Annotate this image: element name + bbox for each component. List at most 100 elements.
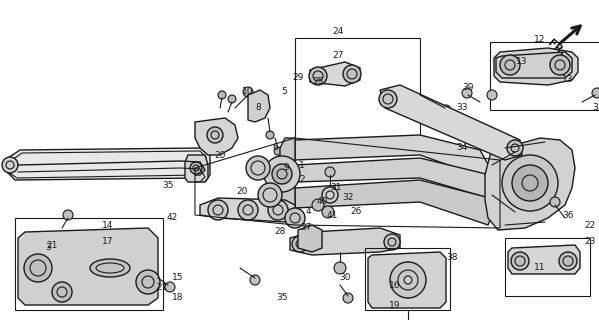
- Circle shape: [343, 65, 361, 83]
- Circle shape: [343, 293, 353, 303]
- Text: 21: 21: [46, 241, 58, 250]
- Ellipse shape: [90, 259, 130, 277]
- Text: 33: 33: [592, 103, 599, 113]
- Text: 35: 35: [276, 293, 288, 302]
- Text: 40: 40: [316, 197, 328, 206]
- Circle shape: [550, 55, 570, 75]
- Circle shape: [325, 167, 335, 177]
- Text: 15: 15: [173, 274, 184, 283]
- Circle shape: [334, 262, 346, 274]
- Circle shape: [24, 254, 52, 282]
- Polygon shape: [380, 85, 522, 160]
- Circle shape: [441, 105, 451, 115]
- Polygon shape: [508, 245, 580, 274]
- Text: 38: 38: [446, 253, 458, 262]
- Circle shape: [487, 90, 497, 100]
- Text: 27: 27: [332, 51, 344, 60]
- Circle shape: [266, 131, 274, 139]
- Polygon shape: [496, 52, 572, 78]
- Polygon shape: [295, 180, 492, 225]
- Text: 3: 3: [45, 244, 51, 252]
- Text: 42: 42: [167, 213, 178, 222]
- Text: 24: 24: [332, 28, 344, 36]
- Text: 4: 4: [305, 207, 311, 217]
- Circle shape: [52, 282, 72, 302]
- Text: 33: 33: [456, 103, 468, 113]
- Circle shape: [592, 88, 599, 98]
- Circle shape: [559, 252, 577, 270]
- Text: 25: 25: [312, 77, 323, 86]
- Polygon shape: [295, 135, 490, 178]
- Circle shape: [228, 95, 236, 103]
- Circle shape: [511, 252, 529, 270]
- Circle shape: [322, 206, 334, 218]
- Text: 29: 29: [292, 74, 304, 83]
- Text: 36: 36: [562, 211, 574, 220]
- Circle shape: [268, 200, 288, 220]
- Polygon shape: [200, 198, 295, 222]
- Circle shape: [246, 156, 270, 180]
- Text: 6: 6: [272, 143, 278, 153]
- Text: 5: 5: [281, 87, 287, 97]
- Circle shape: [165, 282, 175, 292]
- Text: 21: 21: [156, 284, 168, 292]
- Polygon shape: [290, 228, 400, 255]
- Text: 22: 22: [585, 220, 595, 229]
- Circle shape: [274, 147, 282, 155]
- Circle shape: [258, 183, 282, 207]
- Circle shape: [507, 140, 523, 156]
- Text: 26: 26: [350, 207, 362, 217]
- Text: 14: 14: [102, 220, 114, 229]
- Circle shape: [136, 270, 160, 294]
- Text: 28: 28: [274, 228, 286, 236]
- Text: 37: 37: [300, 223, 311, 233]
- Text: 20: 20: [237, 188, 248, 196]
- Text: 20: 20: [214, 150, 226, 159]
- Circle shape: [309, 67, 327, 85]
- Polygon shape: [185, 155, 208, 182]
- Text: 18: 18: [173, 293, 184, 302]
- Text: 23: 23: [584, 237, 595, 246]
- Circle shape: [312, 199, 324, 211]
- Polygon shape: [248, 90, 270, 122]
- Polygon shape: [485, 138, 575, 230]
- Circle shape: [264, 156, 300, 192]
- Text: 35: 35: [162, 180, 174, 189]
- Circle shape: [238, 200, 258, 220]
- Circle shape: [207, 127, 223, 143]
- Circle shape: [500, 55, 520, 75]
- Circle shape: [390, 262, 426, 298]
- Circle shape: [250, 275, 260, 285]
- Text: 17: 17: [102, 237, 114, 246]
- Polygon shape: [310, 62, 360, 86]
- Text: FR.: FR.: [545, 38, 567, 58]
- Circle shape: [384, 234, 400, 250]
- Polygon shape: [298, 225, 322, 252]
- Text: 11: 11: [534, 263, 546, 273]
- Text: 34: 34: [456, 143, 468, 153]
- Polygon shape: [280, 138, 295, 210]
- Circle shape: [63, 210, 73, 220]
- Text: 13: 13: [562, 76, 574, 84]
- Polygon shape: [295, 158, 492, 198]
- Circle shape: [272, 164, 292, 184]
- Polygon shape: [368, 252, 446, 308]
- Polygon shape: [18, 228, 158, 305]
- Circle shape: [218, 91, 226, 99]
- Circle shape: [322, 187, 338, 203]
- Text: 31: 31: [330, 183, 342, 193]
- Text: 9: 9: [283, 164, 289, 172]
- Circle shape: [550, 197, 560, 207]
- Circle shape: [285, 208, 305, 228]
- Circle shape: [502, 155, 558, 211]
- Circle shape: [243, 87, 253, 97]
- Polygon shape: [195, 118, 238, 155]
- Text: 10: 10: [242, 87, 254, 97]
- Circle shape: [208, 200, 228, 220]
- Text: 8: 8: [255, 103, 261, 113]
- Circle shape: [379, 90, 397, 108]
- Text: 41: 41: [326, 211, 338, 220]
- Circle shape: [2, 157, 18, 173]
- Circle shape: [462, 88, 472, 98]
- Circle shape: [190, 162, 202, 174]
